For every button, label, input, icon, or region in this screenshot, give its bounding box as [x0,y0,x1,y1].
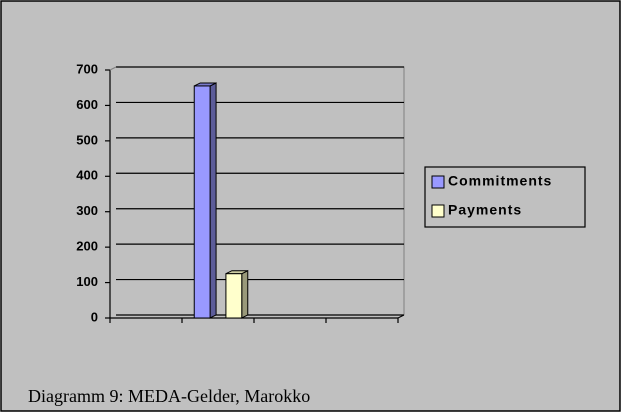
y-tick-label: 700 [76,61,98,76]
y-tick-label: 300 [76,203,98,218]
x-axis-depth [397,314,405,319]
y-tick-label: 100 [76,274,98,289]
y-tick-label: 600 [76,97,98,112]
caption: Diagramm 9: MEDA-Gelder, Marokko [28,386,310,406]
bar-front [225,273,243,319]
y-tick-label: 200 [76,239,98,254]
y-tick-label: 500 [76,132,98,147]
legend-swatch [431,204,445,218]
bar-side [209,82,217,319]
legend-label: Payments [448,202,522,218]
y-axis-depth [109,66,117,71]
y-tick-label: 400 [76,168,98,183]
bar-side [241,269,249,319]
bar-front [193,85,211,319]
legend-box [424,166,586,228]
legend-label: Commitments [448,173,552,189]
y-tick-label: 0 [91,309,98,324]
bar [193,82,217,319]
bar [225,269,249,319]
legend-swatch [431,175,445,189]
